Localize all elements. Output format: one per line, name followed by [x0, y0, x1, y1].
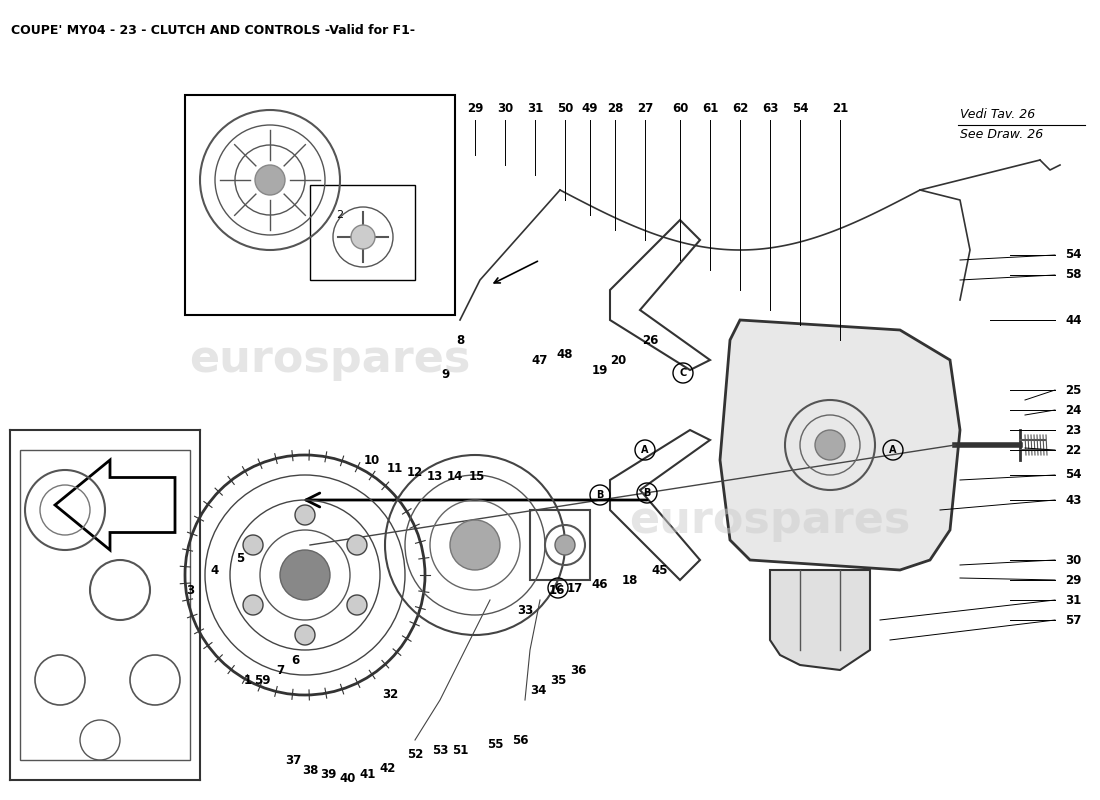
Circle shape — [243, 535, 263, 555]
Circle shape — [815, 430, 845, 460]
Text: 28: 28 — [607, 102, 624, 114]
Text: 48: 48 — [557, 349, 573, 362]
Text: 5: 5 — [235, 551, 244, 565]
Text: 21: 21 — [832, 102, 848, 114]
Circle shape — [280, 550, 330, 600]
Text: eurospares: eurospares — [629, 498, 911, 542]
Circle shape — [346, 535, 367, 555]
Text: 57: 57 — [1065, 614, 1081, 626]
Bar — [530, 510, 590, 580]
Text: 17: 17 — [566, 582, 583, 594]
Text: 8: 8 — [455, 334, 464, 346]
Text: 52: 52 — [407, 749, 424, 762]
Circle shape — [295, 625, 315, 645]
Text: C: C — [554, 583, 562, 593]
Polygon shape — [720, 320, 960, 570]
Circle shape — [243, 595, 263, 615]
Text: 49: 49 — [582, 102, 598, 114]
Bar — [310, 185, 415, 280]
Text: 55: 55 — [486, 738, 504, 751]
Text: 32: 32 — [382, 689, 398, 702]
Text: B: B — [596, 490, 604, 500]
Text: 7: 7 — [276, 663, 284, 677]
Circle shape — [450, 520, 500, 570]
Text: 22: 22 — [1065, 443, 1081, 457]
Text: 18: 18 — [621, 574, 638, 586]
Text: 51: 51 — [452, 743, 469, 757]
Text: 27: 27 — [637, 102, 653, 114]
Circle shape — [295, 505, 315, 525]
Text: 30: 30 — [1065, 554, 1081, 566]
Text: 26: 26 — [641, 334, 658, 346]
Text: 60: 60 — [672, 102, 689, 114]
Text: 6: 6 — [290, 654, 299, 666]
Text: 11: 11 — [387, 462, 403, 474]
Text: See Draw. 26: See Draw. 26 — [960, 129, 1043, 142]
Text: 29: 29 — [466, 102, 483, 114]
Text: 29: 29 — [1065, 574, 1081, 586]
Text: 31: 31 — [1065, 594, 1081, 606]
Text: 59: 59 — [254, 674, 271, 686]
Bar — [20, 450, 190, 760]
Text: 36: 36 — [570, 663, 586, 677]
Text: COUPE' MY04 - 23 - CLUTCH AND CONTROLS -Valid for F1-: COUPE' MY04 - 23 - CLUTCH AND CONTROLS -… — [11, 24, 415, 37]
Polygon shape — [770, 570, 870, 670]
Text: 19: 19 — [592, 363, 608, 377]
Text: 54: 54 — [1065, 469, 1081, 482]
Text: 62: 62 — [732, 102, 748, 114]
Text: 34: 34 — [530, 683, 547, 697]
Text: 54: 54 — [1065, 249, 1081, 262]
Text: 41: 41 — [360, 769, 376, 782]
Text: 14: 14 — [447, 470, 463, 483]
Text: 42: 42 — [379, 762, 396, 774]
Text: 43: 43 — [1065, 494, 1081, 506]
Text: 37: 37 — [285, 754, 301, 766]
Text: 39: 39 — [320, 769, 337, 782]
Text: A: A — [641, 445, 649, 455]
Text: 45: 45 — [651, 563, 669, 577]
Text: 31: 31 — [527, 102, 543, 114]
Text: 25: 25 — [1065, 383, 1081, 397]
Text: 3: 3 — [186, 583, 194, 597]
Text: A: A — [889, 445, 896, 455]
Text: 33: 33 — [517, 603, 534, 617]
Text: 10: 10 — [364, 454, 381, 466]
Text: 20: 20 — [609, 354, 626, 366]
Text: B: B — [644, 488, 651, 498]
Bar — [185, 95, 455, 315]
Circle shape — [346, 595, 367, 615]
Text: 9: 9 — [441, 369, 449, 382]
Text: 38: 38 — [301, 763, 318, 777]
Text: 15: 15 — [469, 470, 485, 482]
Text: 63: 63 — [762, 102, 778, 114]
Text: 40: 40 — [340, 771, 356, 785]
Text: 58: 58 — [1065, 269, 1081, 282]
Circle shape — [351, 225, 375, 249]
Text: 24: 24 — [1065, 403, 1081, 417]
Text: 13: 13 — [427, 470, 443, 482]
Text: 23: 23 — [1065, 423, 1081, 437]
Text: 1: 1 — [244, 674, 252, 686]
Text: 47: 47 — [531, 354, 548, 366]
Text: 50: 50 — [557, 102, 573, 114]
Text: C: C — [680, 368, 686, 378]
Circle shape — [255, 165, 285, 195]
Text: 56: 56 — [512, 734, 528, 746]
Text: 4: 4 — [211, 563, 219, 577]
Text: 12: 12 — [407, 466, 424, 479]
Text: 2: 2 — [337, 210, 343, 220]
Text: Vedi Tav. 26: Vedi Tav. 26 — [960, 109, 1035, 122]
Text: 44: 44 — [1065, 314, 1081, 326]
Circle shape — [556, 535, 575, 555]
Text: 30: 30 — [497, 102, 513, 114]
Text: 35: 35 — [550, 674, 566, 686]
Text: 46: 46 — [592, 578, 608, 591]
Text: 53: 53 — [432, 743, 448, 757]
Text: 54: 54 — [792, 102, 808, 114]
Text: eurospares: eurospares — [189, 338, 471, 382]
Text: 61: 61 — [702, 102, 718, 114]
Text: 16: 16 — [549, 583, 565, 597]
FancyArrow shape — [55, 460, 175, 550]
